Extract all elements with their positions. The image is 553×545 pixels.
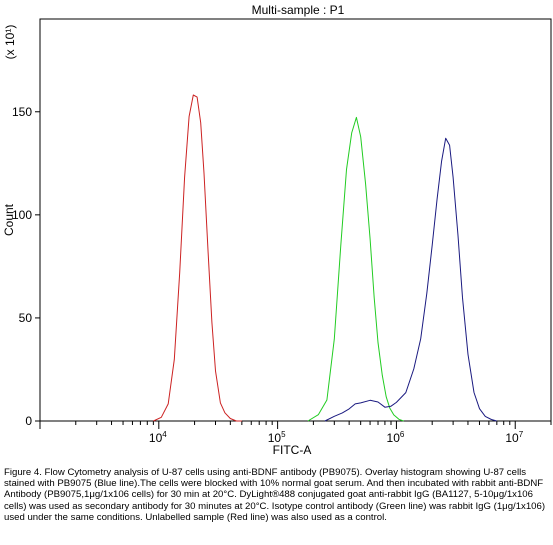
- x-axis-title: FITC-A: [273, 443, 312, 457]
- y-tick-label: 100: [12, 208, 32, 222]
- x-tick-base: 10: [268, 431, 282, 445]
- chart-title: Multi-sample : P1: [252, 3, 345, 17]
- y-tick-label: 150: [12, 105, 32, 119]
- y-tick-label: 50: [19, 311, 33, 325]
- y-tick-label: 0: [25, 414, 32, 428]
- figure-caption: Figure 4. Flow Cytometry analysis of U-8…: [4, 467, 546, 523]
- x-tick-exponent: 5: [281, 430, 286, 439]
- x-tick-base: 10: [387, 431, 401, 445]
- series-line-1: [153, 94, 242, 422]
- x-tick-label: 105: [268, 430, 286, 445]
- x-tick-base: 10: [149, 431, 163, 445]
- x-tick-label: 107: [505, 430, 523, 445]
- histogram-series: [153, 94, 497, 422]
- series-line-3: [324, 137, 497, 422]
- x-tick-exponent: 4: [162, 430, 167, 439]
- y-multiplier-label: (x 10¹): [3, 25, 17, 60]
- x-tick-label: 106: [387, 430, 405, 445]
- series-line-2: [307, 116, 404, 422]
- x-tick-exponent: 7: [519, 430, 524, 439]
- x-tick-label: 104: [149, 430, 167, 445]
- y-axis-title: Count: [2, 203, 16, 236]
- x-tick-exponent: 6: [400, 430, 405, 439]
- x-tick-base: 10: [505, 431, 519, 445]
- plot-area-frame: [39, 18, 552, 422]
